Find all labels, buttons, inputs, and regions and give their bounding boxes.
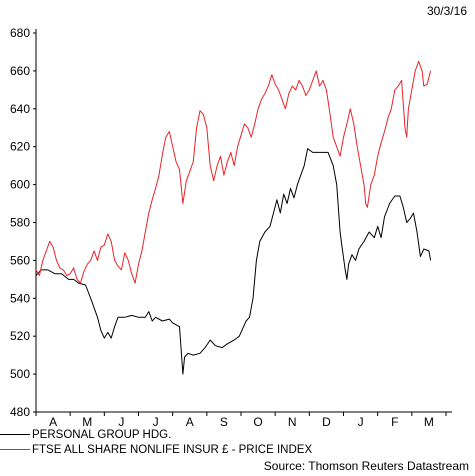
x-tick-label: J — [358, 415, 364, 429]
y-tick-label: 620 — [10, 140, 30, 154]
x-tick-label: F — [391, 415, 398, 429]
x-tick-label: J — [153, 415, 159, 429]
y-tick-label: 540 — [10, 291, 30, 305]
series-line-ftse — [35, 60, 432, 284]
legend-swatch-black — [0, 434, 30, 436]
source-note: Source: Thomson Reuters Datastream — [263, 459, 469, 473]
x-tick-label: O — [253, 415, 262, 429]
legend-label-personal-group: PERSONAL GROUP HDG. — [32, 429, 172, 441]
y-tick-label: 600 — [10, 178, 30, 192]
series-line-personal-group — [35, 148, 432, 375]
x-tick-label: D — [322, 415, 331, 429]
line-chart: 480 500 520 540 560 580 600 620 640 660 680 A M J J A S… — [10, 26, 452, 429]
x-tick-label: M — [82, 415, 92, 429]
legend-label-ftse: FTSE ALL SHARE NONLIFE INSUR £ - PRICE I… — [32, 444, 313, 456]
y-tick-label: 660 — [10, 64, 30, 78]
y-axis: 480 500 520 540 560 580 600 620 640 660 680 — [10, 26, 37, 419]
x-tick-label: M — [424, 415, 434, 429]
y-tick-label: 580 — [10, 216, 30, 230]
x-tick-label: N — [288, 415, 297, 429]
y-tick-label: 500 — [10, 367, 30, 381]
x-tick-label: S — [220, 415, 228, 429]
legend-item-ftse: FTSE ALL SHARE NONLIFE INSUR £ - PRICE I… — [0, 444, 312, 456]
legend-item-personal-group: PERSONAL GROUP HDG. — [0, 429, 171, 441]
series-layer — [35, 60, 432, 375]
y-tick-label: 640 — [10, 102, 30, 116]
date-label: 30/3/16 — [426, 4, 467, 18]
y-tick-label: 680 — [10, 26, 30, 40]
x-tick-label: A — [186, 415, 194, 429]
legend-swatch-red — [0, 449, 30, 451]
x-tick-label: J — [118, 415, 124, 429]
y-tick-label: 480 — [10, 405, 30, 419]
y-tick-label: 520 — [10, 329, 30, 343]
x-tick-label: A — [49, 415, 57, 429]
y-tick-label: 560 — [10, 253, 30, 267]
